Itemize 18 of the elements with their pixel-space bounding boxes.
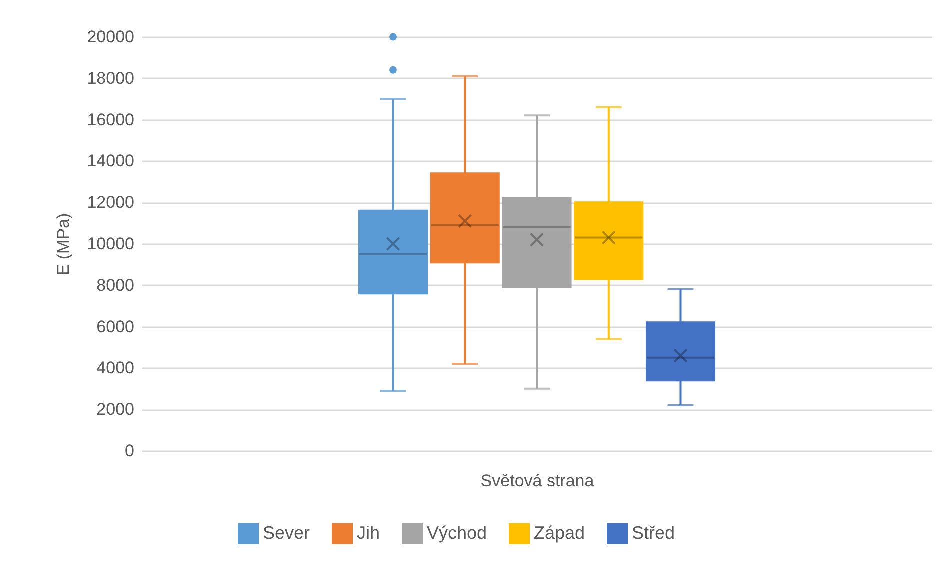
- legend-label: Západ: [534, 522, 586, 543]
- x-axis-title: Světová strana: [480, 472, 595, 490]
- y-tick-label: 12000: [87, 193, 134, 212]
- y-tick-label: 8000: [96, 276, 134, 295]
- y-tick-label: 16000: [87, 110, 134, 130]
- legend-label: Východ: [427, 522, 488, 543]
- legend-label: Sever: [263, 522, 310, 543]
- legend-label: Jih: [357, 522, 380, 543]
- y-tick-label: 10000: [87, 234, 134, 254]
- legend-label: Střed: [632, 522, 676, 543]
- y-tick-label: 4000: [96, 358, 134, 378]
- y-tick-label: 18000: [87, 68, 134, 88]
- y-tick-label: 2000: [96, 400, 134, 420]
- y-tick-label: 14000: [87, 152, 134, 171]
- y-tick-label: 6000: [96, 317, 134, 336]
- y-axis-title: E (MPa): [54, 213, 74, 276]
- y-tick-label: 0: [125, 442, 134, 460]
- y-tick-label: 20000: [87, 28, 134, 46]
